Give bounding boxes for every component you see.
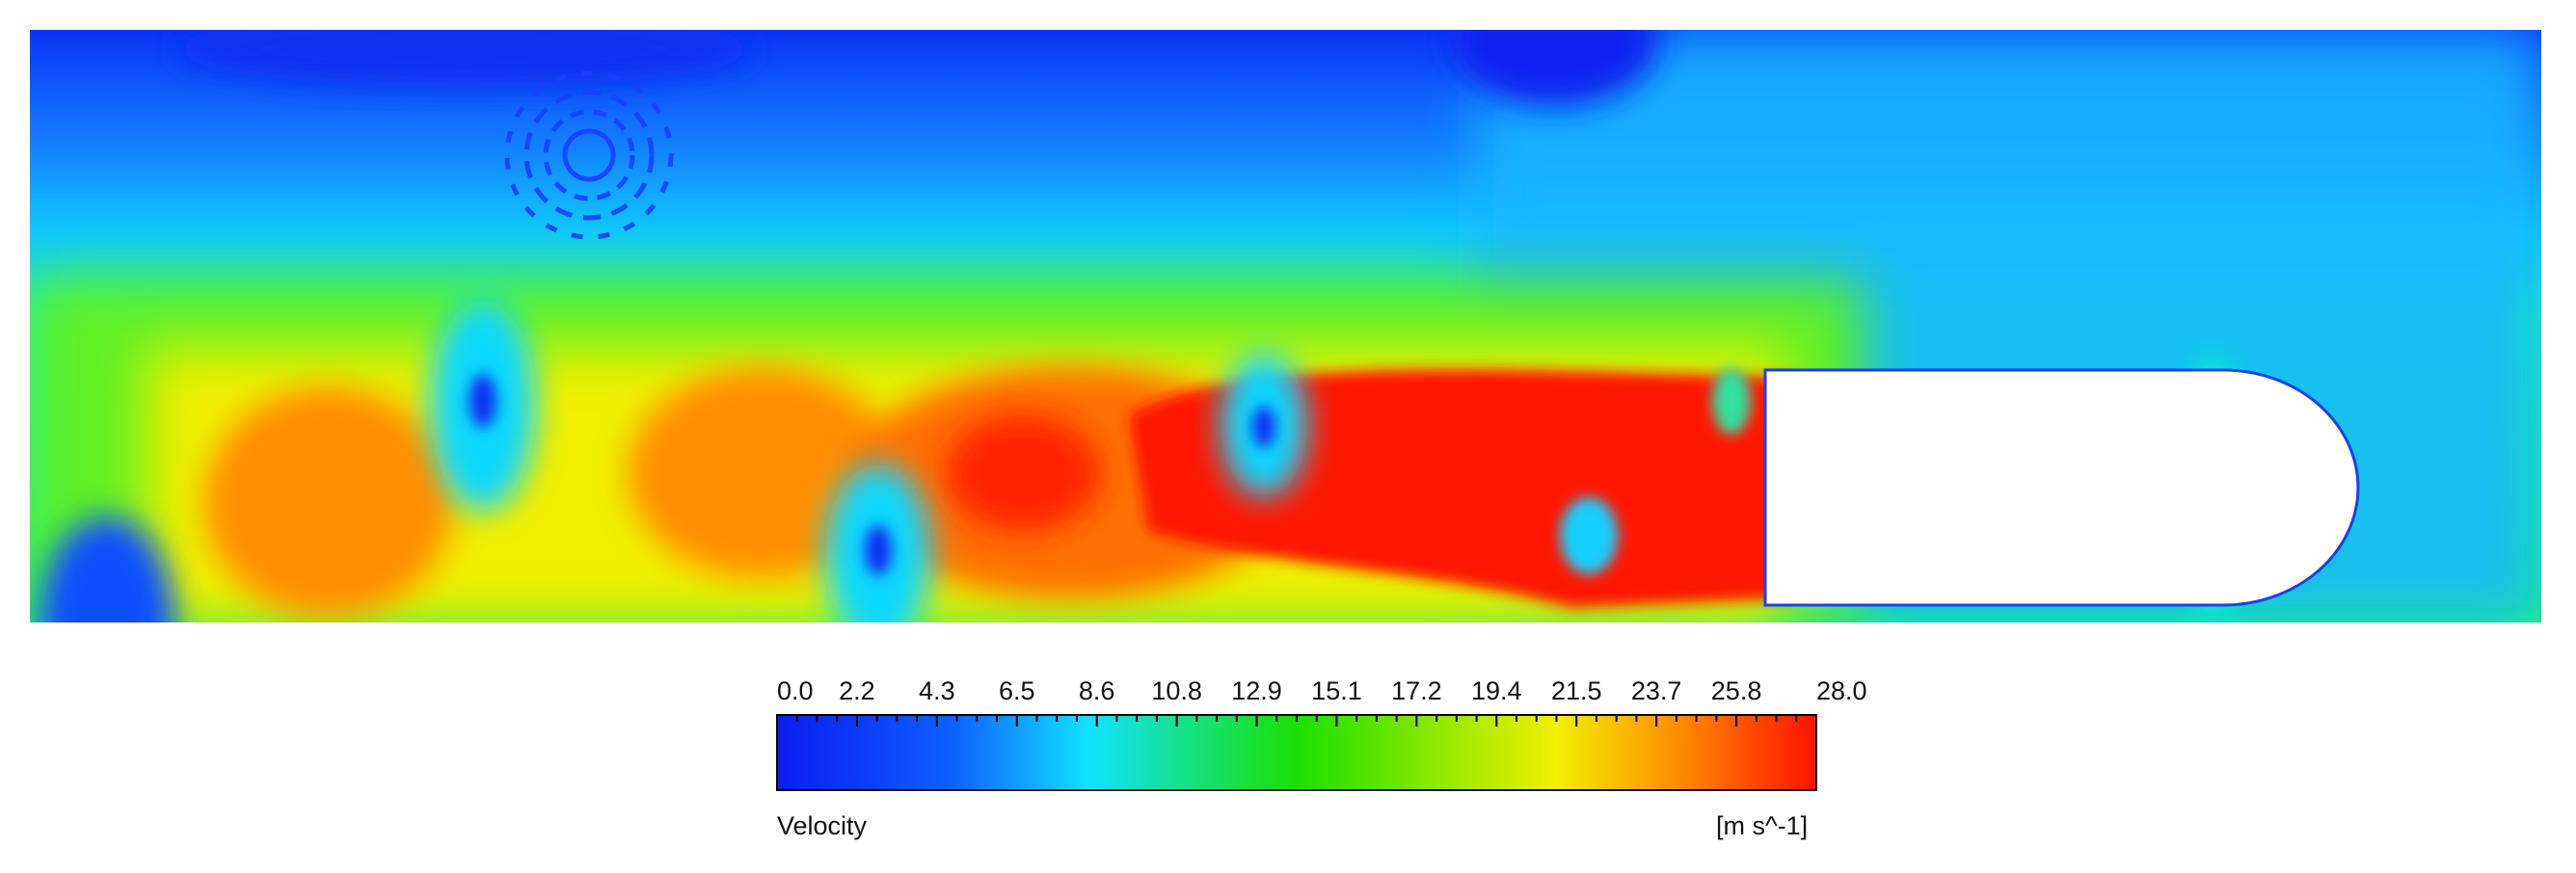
colorbar-tick-label: 10.8 (1151, 676, 1202, 705)
colorbar-tick-label: 6.5 (999, 676, 1035, 705)
rotor-swirl (504, 70, 674, 240)
colorbar-tick-label: 0.0 (777, 676, 814, 705)
vortex-core-3-center (1252, 406, 1275, 448)
vortex-core-5 (1712, 367, 1751, 435)
colorbar (776, 714, 1817, 791)
colorbar-title: Velocity (777, 811, 868, 840)
wake-orange-left (203, 386, 454, 618)
corner-low-zone (40, 516, 174, 622)
colorbar-tick-label: 17.2 (1391, 676, 1442, 705)
colorbar-tick-label: 12.9 (1231, 676, 1282, 705)
colorbar-tick-label: 8.6 (1079, 676, 1115, 705)
top-left-dark-zone (174, 30, 753, 88)
top-dark-blue-zone (1447, 30, 1659, 107)
colorbar-tick-label: 21.5 (1551, 676, 1602, 705)
colorbar-ticks (776, 715, 1817, 727)
vortex-core-2-center (865, 525, 892, 575)
colorbar-unit: [m s^-1] (1716, 811, 1809, 840)
vortex-core-1-center (470, 374, 496, 428)
colorbar-tick-label: 23.7 (1631, 676, 1682, 705)
colorbar-tick-label: 25.8 (1711, 676, 1762, 705)
velocity-contour-field (30, 30, 2541, 622)
colorbar-tick-labels: 0.0 2.2 4.3 6.5 8.6 10.8 12.9 15.1 17.2 19.4 21.5 2… (777, 676, 1867, 705)
vortex-core-4 (1560, 497, 1618, 574)
colorbar-tick-label: 4.3 (919, 676, 955, 705)
jet-red-blob (946, 415, 1100, 531)
colorbar-tick-label: 28.0 (1816, 676, 1867, 705)
colorbar-tick-label: 2.2 (839, 676, 875, 705)
colorbar-tick-label: 19.4 (1471, 676, 1522, 705)
colorbar-tick-label: 15.1 (1311, 676, 1362, 705)
bluff-body (1763, 368, 2360, 607)
